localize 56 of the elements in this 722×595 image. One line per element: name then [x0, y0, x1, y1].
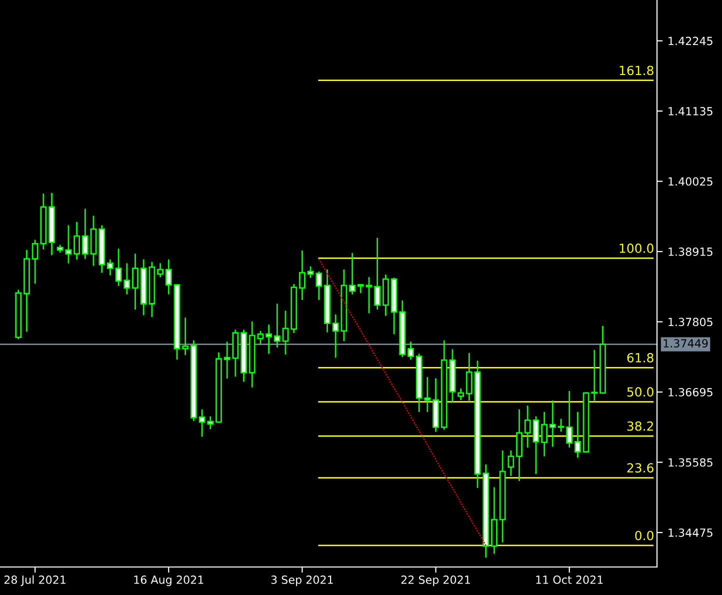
y-tick-label: 1.37805 [668, 318, 712, 326]
candlestick [549, 400, 556, 447]
line-series [318, 258, 487, 546]
y-tick-label: 1.41135 [668, 107, 712, 116]
candlestick [132, 254, 138, 310]
candlestick [591, 350, 598, 401]
y-tick-label: 1.42245 [668, 36, 712, 46]
candlestick [574, 412, 581, 458]
candlestick [82, 208, 88, 259]
series-label: 100.0 [620, 244, 654, 253]
candlestick [207, 416, 214, 430]
candlestick [257, 330, 264, 344]
candlestick [508, 450, 514, 476]
candlestick [458, 388, 464, 400]
candlestick [357, 284, 364, 294]
candlestick [558, 418, 564, 432]
candlestick [74, 222, 80, 260]
y-tick-label: 1.35585 [668, 458, 712, 467]
y-tick-label: 1.38915 [668, 248, 712, 256]
x-tick-label: 11 Oct 2021 [536, 576, 603, 584]
candlestick [124, 263, 130, 294]
candlestick [182, 318, 189, 356]
candlestick [157, 263, 164, 278]
x-tick-label: 3 Sep 2021 [271, 576, 333, 586]
y-tick-label: 1.36695 [668, 388, 712, 396]
candlestick [516, 409, 522, 481]
candlestick [274, 304, 280, 348]
series-label: 0.0 [635, 530, 654, 540]
series-label: 23.6 [627, 463, 654, 473]
candlestick [366, 277, 372, 314]
series-label: 61.8 [627, 353, 654, 362]
series-label: 38.2 [627, 421, 653, 431]
x-tick-label: 16 Aug 2021 [134, 576, 204, 586]
ref-line-label: 1.37449 [664, 339, 708, 348]
candlestick [374, 238, 381, 310]
candlestick [266, 324, 272, 354]
candlestick [566, 391, 573, 448]
y-tick-label: 1.34475 [668, 528, 712, 537]
candlestick [541, 412, 548, 456]
candlestick [165, 259, 172, 294]
candlestick [524, 406, 531, 448]
x-tick-label: 28 Jul 2021 [4, 575, 66, 586]
candlestick [115, 248, 122, 286]
candlestick [532, 416, 540, 474]
candlestick [408, 342, 414, 360]
candlestick [65, 225, 72, 264]
series-label: 161.8 [620, 66, 654, 76]
candlestick [106, 259, 114, 276]
y-tick-label: 1.40025 [668, 177, 712, 186]
candlestick [282, 310, 289, 354]
series-label: 50.0 [627, 387, 654, 397]
candlestick [466, 353, 472, 401]
candlestick [349, 253, 356, 294]
candlestick [198, 409, 206, 437]
candlestick [299, 250, 306, 300]
x-tick-label: 22 Sep 2021 [401, 576, 470, 586]
